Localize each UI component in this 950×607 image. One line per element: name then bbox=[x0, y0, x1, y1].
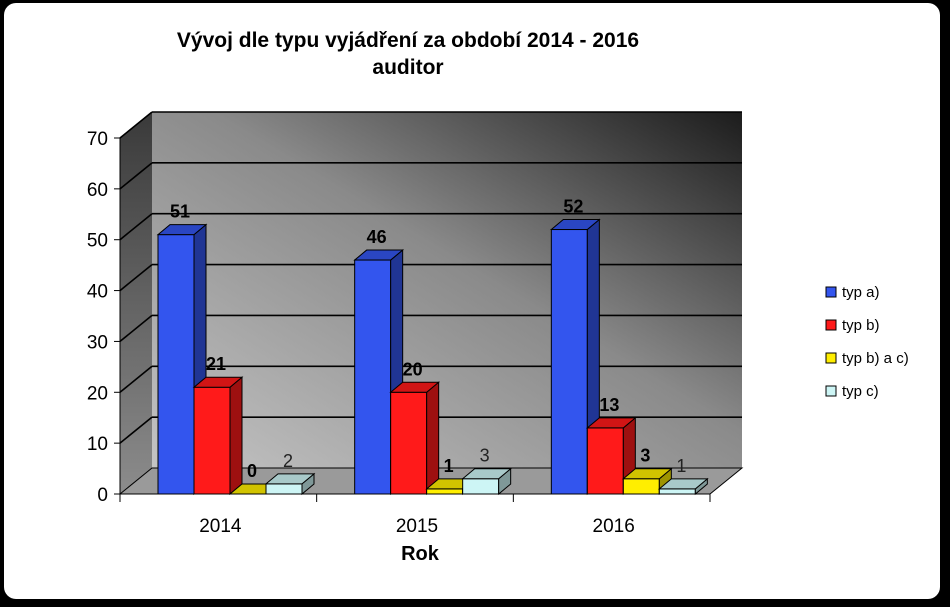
gridline-side bbox=[119, 111, 153, 139]
y-tick-label: 70 bbox=[87, 129, 108, 150]
x-tick-label: 2014 bbox=[199, 516, 242, 537]
data-label: 51 bbox=[170, 202, 190, 222]
x-tick-label: 2016 bbox=[593, 516, 635, 537]
data-label: 2 bbox=[283, 451, 293, 471]
gridline-side bbox=[119, 416, 153, 444]
legend-item: typ b) a c) bbox=[825, 350, 909, 367]
data-label: 13 bbox=[599, 395, 619, 415]
gridline-side bbox=[119, 263, 153, 292]
bar bbox=[657, 477, 709, 496]
data-label: 0 bbox=[247, 461, 257, 481]
side-wall bbox=[120, 112, 152, 494]
chart-title-line-2: auditor bbox=[372, 56, 443, 79]
bars bbox=[156, 218, 709, 496]
legend: typ a) typ b) typ b) a c) typ c) bbox=[825, 284, 909, 400]
gridlines bbox=[119, 111, 742, 444]
data-label: 3 bbox=[640, 446, 650, 466]
data-label: 3 bbox=[480, 446, 490, 466]
y-axis: 0 10 20 30 40 50 60 70 bbox=[87, 129, 121, 506]
legend-swatch bbox=[825, 352, 837, 364]
legend-swatch bbox=[825, 319, 837, 331]
bar bbox=[264, 472, 316, 496]
x-axis: 2014 2015 2016 bbox=[119, 493, 711, 537]
x-tick-label: 2015 bbox=[396, 516, 438, 537]
bar bbox=[461, 467, 513, 496]
y-tick-label: 50 bbox=[87, 231, 108, 252]
y-tick-label: 40 bbox=[87, 282, 108, 303]
bar bbox=[192, 376, 244, 496]
gridline-side bbox=[119, 314, 153, 343]
chart: Vývoj dle typu vyjádření za období 2014 … bbox=[87, 29, 909, 565]
legend-label: typ b) bbox=[842, 317, 880, 334]
gridline-side bbox=[119, 162, 153, 190]
chart-title-line-1: Vývoj dle typu vyjádření za období 2014 … bbox=[177, 29, 639, 52]
legend-swatch bbox=[825, 385, 837, 397]
legend-swatch bbox=[825, 286, 837, 298]
legend-item: typ c) bbox=[825, 383, 879, 400]
y-tick-label: 10 bbox=[87, 434, 108, 455]
gridline-side bbox=[119, 213, 153, 241]
back-wall bbox=[152, 112, 742, 468]
data-label: 1 bbox=[676, 456, 686, 476]
data-label: 52 bbox=[563, 197, 583, 217]
y-tick-label: 30 bbox=[87, 332, 108, 353]
legend-item: typ b) bbox=[825, 317, 880, 334]
legend-label: typ c) bbox=[842, 383, 879, 400]
x-axis-label: Rok bbox=[401, 543, 440, 565]
legend-label: typ b) a c) bbox=[842, 350, 909, 367]
legend-item: typ a) bbox=[825, 284, 880, 301]
chart-frame: Vývoj dle typu vyjádření za období 2014 … bbox=[4, 3, 940, 599]
data-label: 20 bbox=[403, 359, 423, 379]
bar bbox=[389, 381, 441, 496]
gridline-side bbox=[119, 365, 153, 393]
data-label: 46 bbox=[367, 227, 387, 247]
legend-label: typ a) bbox=[842, 284, 880, 301]
data-label: 21 bbox=[206, 354, 226, 374]
data-label: 1 bbox=[444, 456, 454, 476]
y-tick-label: 0 bbox=[97, 485, 108, 506]
y-tick-label: 60 bbox=[87, 180, 108, 201]
y-tick-label: 20 bbox=[87, 383, 108, 404]
